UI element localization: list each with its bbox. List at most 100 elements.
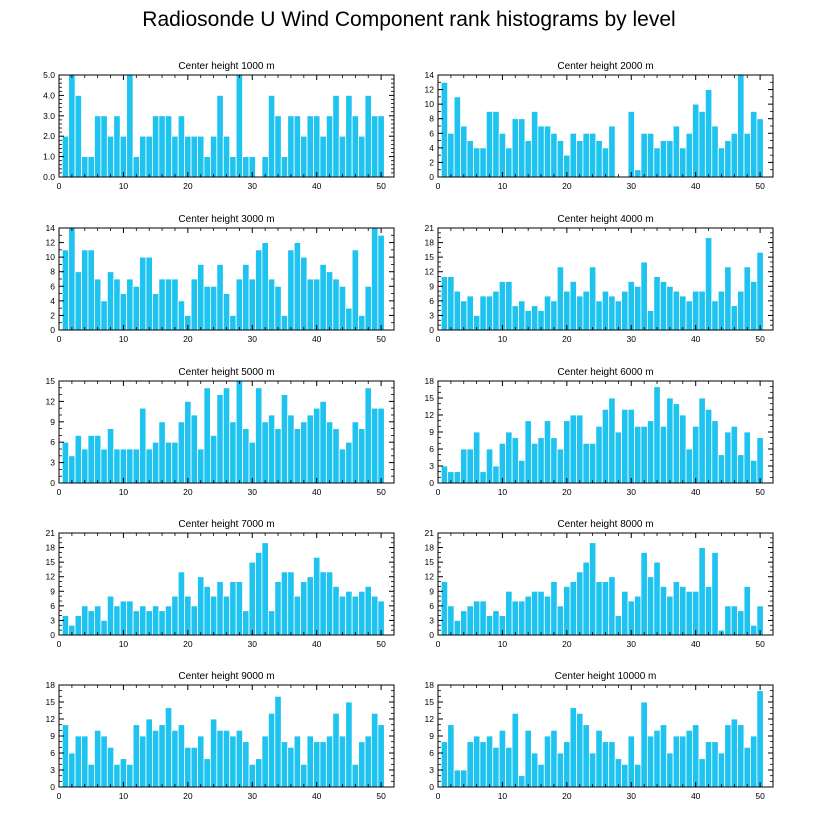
y-tick-label: 0 — [429, 630, 434, 640]
chart-panel: Center height 4000 m 0 3 6 9 12 15 18 21 0 10 20 30 4… — [425, 214, 774, 344]
histogram-bar — [100, 448, 108, 484]
histogram-bar — [267, 95, 276, 178]
y-tick-label: 9 — [50, 731, 55, 741]
histogram-bar — [100, 115, 108, 178]
histogram-bar — [685, 132, 693, 178]
chart-panel: Center height 7000 m 0 3 6 9 12 15 18 21 0 10 20 30 4… — [46, 519, 395, 649]
histogram-bar — [293, 115, 301, 178]
histogram-bar — [717, 147, 726, 178]
histogram-bar — [672, 125, 680, 178]
x-tick-label: 50 — [755, 639, 765, 649]
histogram-bar — [750, 735, 758, 788]
y-tick-label: 14 — [425, 70, 435, 80]
histogram-bar — [61, 724, 70, 788]
histogram-bar — [126, 763, 134, 788]
histogram-bar — [743, 431, 751, 484]
histogram-bar — [531, 305, 539, 331]
x-tick-label: 40 — [312, 487, 322, 497]
x-tick-label: 0 — [436, 791, 441, 801]
histogram-bar — [466, 295, 474, 331]
histogram-bar — [345, 701, 353, 788]
histogram-bar — [81, 735, 89, 788]
x-tick-label: 20 — [183, 334, 193, 344]
x-tick-label: 0 — [436, 639, 441, 649]
y-tick-label: 12 — [46, 238, 56, 248]
histogram-bar — [293, 242, 301, 331]
histogram-bar — [646, 576, 655, 636]
histogram-bar — [313, 278, 321, 331]
histogram-bar — [177, 724, 186, 788]
histogram-bar — [543, 595, 552, 636]
histogram-bar — [235, 278, 244, 331]
y-tick-label: 12 — [46, 572, 56, 582]
y-tick-label: 2 — [50, 310, 55, 320]
histogram-bar — [139, 735, 147, 788]
histogram-bar — [267, 712, 276, 788]
histogram-bar — [209, 718, 218, 788]
histogram-bar — [74, 95, 82, 178]
histogram-bar — [158, 610, 166, 636]
histogram-bar — [164, 278, 173, 331]
histogram-bar — [377, 234, 385, 331]
panel-title: Center height 5000 m — [178, 367, 274, 378]
histogram-bar — [319, 400, 327, 484]
histogram-bar — [132, 448, 140, 484]
histogram-bar — [640, 425, 648, 484]
x-tick-label: 40 — [691, 181, 701, 191]
histogram-bar — [460, 448, 468, 484]
histogram-bar — [492, 746, 500, 788]
y-tick-label: 6 — [429, 444, 434, 454]
histogram-bar — [203, 586, 211, 636]
histogram-bar — [190, 278, 198, 331]
histogram-bar — [345, 307, 353, 331]
y-tick-label: 18 — [46, 680, 56, 690]
histogram-bar — [81, 249, 89, 331]
y-tick-label: 3 — [429, 310, 434, 320]
histogram-bar — [698, 397, 706, 484]
histogram-bar — [61, 615, 70, 636]
histogram-bar — [563, 586, 571, 636]
histogram-bar — [743, 266, 751, 331]
histogram-bar — [588, 542, 597, 636]
histogram-bar — [460, 125, 468, 178]
histogram-bar — [287, 746, 295, 788]
histogram-bar — [87, 610, 95, 636]
y-tick-label: 6 — [429, 748, 434, 758]
histogram-bar — [646, 310, 655, 331]
histogram-bar — [756, 437, 764, 484]
y-tick-label: 10 — [425, 99, 435, 109]
histogram-bar — [524, 729, 532, 788]
histogram-bar — [300, 763, 308, 788]
x-tick-label: 10 — [498, 791, 508, 801]
x-tick-label: 50 — [376, 639, 386, 649]
x-tick-label: 0 — [57, 181, 62, 191]
histogram-bar — [87, 763, 95, 788]
histogram-bar — [608, 397, 616, 484]
histogram-bar — [698, 547, 706, 636]
panel-title: Center height 9000 m — [178, 671, 274, 682]
histogram-bar — [479, 295, 487, 331]
y-tick-label: 15 — [46, 557, 56, 567]
histogram-bar — [216, 394, 224, 484]
histogram-bar — [68, 455, 76, 484]
histogram-bar — [235, 729, 244, 788]
histogram-bar — [621, 408, 629, 484]
histogram-bar — [338, 285, 347, 331]
histogram-bar — [371, 115, 379, 178]
histogram-bar — [447, 276, 455, 331]
histogram-bar — [171, 729, 179, 788]
y-tick-label: 12 — [46, 396, 56, 406]
y-tick-label: 3 — [429, 461, 434, 471]
histogram-bar — [569, 132, 577, 178]
x-tick-label: 30 — [627, 334, 637, 344]
histogram-bar — [184, 746, 192, 788]
x-tick-label: 0 — [57, 487, 62, 497]
histogram-bar — [653, 147, 661, 178]
histogram-bar — [473, 431, 481, 484]
histogram-bar — [371, 595, 379, 636]
histogram-bar — [306, 278, 314, 331]
histogram-bar — [531, 442, 539, 484]
histogram-bar — [338, 135, 347, 178]
histogram-bar — [576, 414, 584, 484]
histogram-bar — [485, 111, 494, 178]
